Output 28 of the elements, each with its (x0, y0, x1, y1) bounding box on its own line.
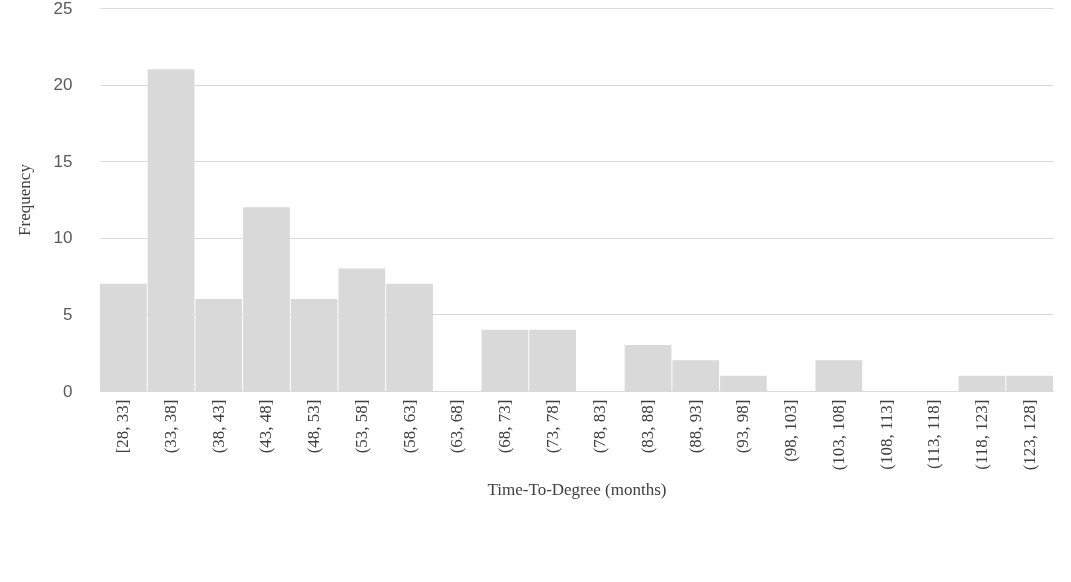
x-tick-label: (78, 83] (590, 399, 610, 454)
x-tick-label: (113, 118] (924, 399, 944, 470)
x-tick-label: (48, 53] (304, 399, 324, 454)
x-tick-label: (53, 58] (351, 399, 371, 454)
y-tick-label: 25 (53, 0, 73, 18)
y-tick-label: 10 (53, 228, 73, 248)
x-tick-label: (33, 38] (161, 399, 181, 454)
x-tick-label: (63, 68] (447, 399, 467, 454)
y-tick-label: 5 (63, 304, 73, 324)
x-axis-title: Time-To-Degree (months) (487, 480, 667, 500)
x-tick-label: (98, 103] (781, 399, 801, 462)
x-tick-label: [28, 33] (113, 399, 133, 454)
x-tick-label: (88, 93] (685, 399, 705, 454)
x-tick-label: (108, 113] (876, 399, 896, 470)
x-tick-label: (93, 98] (733, 399, 753, 454)
x-tick-label: (83, 88] (638, 399, 658, 454)
y-axis-title: Frequency (14, 163, 34, 236)
x-tick-label: (118, 123] (971, 399, 991, 470)
x-tick-label: (43, 48] (256, 399, 276, 454)
x-tick-label: (103, 108] (828, 399, 848, 471)
y-tick-label: 0 (63, 381, 73, 401)
x-tick-label: (58, 63] (399, 399, 419, 454)
x-tick-label: (68, 73] (494, 399, 514, 454)
y-tick-label: 15 (53, 151, 73, 171)
x-tick-label: (38, 43] (208, 399, 228, 454)
x-tick-label: (123, 128] (1019, 399, 1039, 471)
x-tick-label: (73, 78] (542, 399, 562, 454)
y-tick-label: 20 (53, 75, 73, 95)
